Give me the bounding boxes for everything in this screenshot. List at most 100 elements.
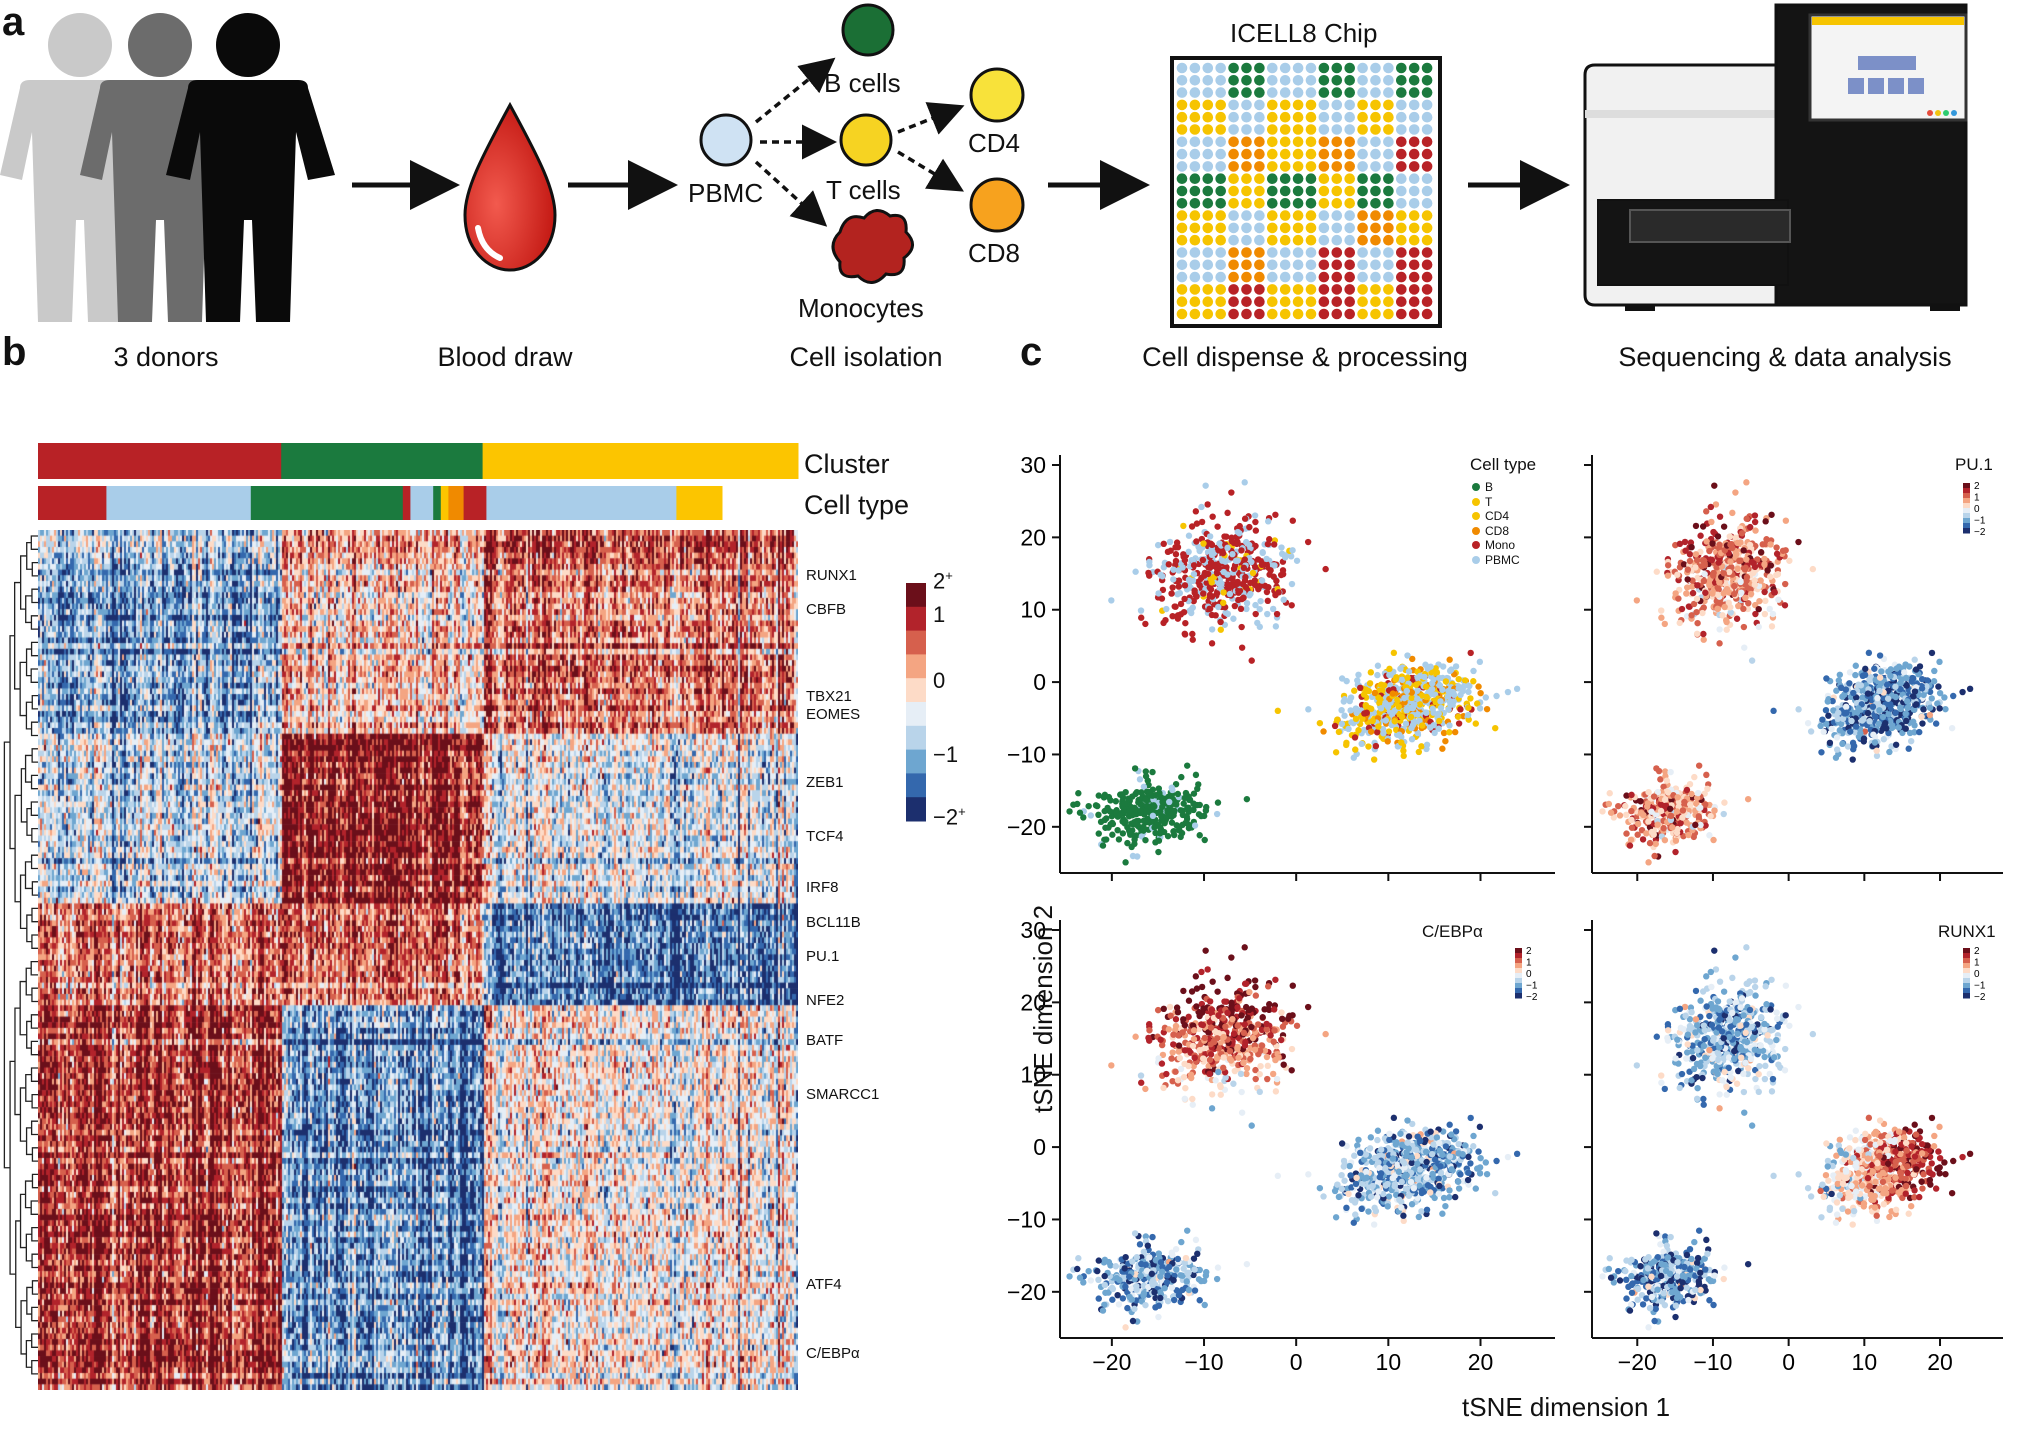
scatter-point [1343,739,1350,747]
scatter-point [1892,709,1899,716]
scatter-point [1428,685,1436,693]
scatter-point [1289,1012,1296,1019]
scatter-point [1847,728,1854,735]
scatter-point [1174,790,1182,798]
x-tick-label: −10 [1693,1349,1732,1375]
scatter-point [1695,762,1703,769]
scatter-point [1781,602,1789,609]
scatter-point [1405,1133,1413,1140]
scatter-point [1152,1257,1160,1264]
scatter-point [1461,1142,1469,1149]
scatter-point [1322,565,1329,573]
scatter-point [1389,709,1396,717]
scatter-point [1860,738,1868,745]
scatter-point [1623,811,1630,819]
scatter-point [1209,513,1216,520]
scatter-point [1452,663,1460,670]
scatter-point [1809,1030,1817,1038]
scatter-point [1192,973,1200,980]
scatter-point [1709,590,1716,597]
scatter-point [1692,821,1699,829]
scatter-point [1213,1275,1221,1283]
scatter-point [1911,688,1919,695]
scatter-point [1166,1263,1173,1271]
scatter-point [1740,623,1748,631]
scatter-point [1196,547,1203,555]
scatter-point [1683,1055,1690,1062]
scatter-point [1401,694,1408,702]
scatter-point [1653,765,1660,772]
scatter-point [1366,1145,1374,1152]
scatter-point [1732,999,1739,1006]
scatter-point [1361,1175,1368,1182]
scatter-point [1464,1176,1472,1184]
scatter-point [1835,677,1843,684]
scatter-point [1202,947,1209,954]
scatter-point [1185,997,1193,1004]
scatter-point [1897,685,1904,693]
scatter-point [1403,1152,1411,1160]
scatter-point [1752,1075,1759,1083]
scatter-point [1193,538,1200,545]
scatter-point [1483,705,1491,713]
scatter-point [1723,1091,1730,1098]
scatter-point [1771,1054,1778,1061]
scatter-point [1470,678,1477,685]
mini-scale-tick: −2 [1526,992,1538,1003]
scatter-point [1477,689,1484,697]
scatter-point [1352,746,1359,753]
scatter-point [1902,674,1910,682]
scatter-point [1714,998,1722,1005]
scatter-point [1734,565,1741,572]
scatter-point [1767,541,1774,548]
scatter-point [1208,1091,1216,1098]
scatter-point [1095,811,1102,819]
scatter-point [1782,580,1789,588]
scatter-point [1418,1208,1425,1215]
scatter-point [1183,1278,1190,1285]
scatter-point [1825,712,1832,719]
scatter-point [1124,1304,1131,1312]
scatter-point [1171,831,1178,839]
scatter-point [1119,1295,1127,1302]
scatter-point [1125,808,1133,815]
scatter-point [1676,619,1683,627]
scatter-point [1880,736,1888,743]
scatter-point [1626,842,1634,849]
colorbar-swatch-9 [906,797,926,822]
mini-scale-swatch [1963,508,1970,514]
scatter-point [1183,813,1190,820]
scatter-point [1419,722,1426,729]
scatter-point [1408,1154,1416,1161]
scatter-point [1903,682,1910,689]
scatter-point [1833,746,1841,753]
scatter-point [1170,1031,1177,1038]
scatter-point [1743,556,1750,563]
scatter-point [1175,1042,1183,1049]
scatter-point [1767,562,1775,569]
scatter-point [1436,717,1443,725]
scatter-point [1258,1042,1266,1049]
chip-title: ICELL8 Chip [1230,18,1378,48]
scatter-point [1746,1006,1754,1014]
scatter-point [1714,605,1721,613]
scatter-point [1259,549,1266,556]
scatter-point [1720,570,1727,577]
scatter-point [1231,1067,1239,1075]
scatter-point [1095,830,1102,837]
scatter-point [1164,1272,1171,1279]
scatter-point [1676,1084,1683,1092]
scatter-point [1761,1075,1769,1083]
scatter-point [1122,788,1129,796]
colorbar-swatch-5 [906,702,926,727]
scatter-point [1208,1105,1216,1112]
scatter-point [1902,725,1909,732]
scatter-point [1343,1204,1350,1212]
scatter-point [1755,605,1762,613]
scatter-point [1653,568,1660,575]
step-label-cell-isolation: Cell isolation [789,342,943,372]
tsne-subplot-pu1: 210−1−2 [1584,455,2003,881]
scatter-point [1444,1158,1452,1165]
t-cell-icon [839,113,893,167]
mini-scale-tick: −1 [1526,981,1538,992]
